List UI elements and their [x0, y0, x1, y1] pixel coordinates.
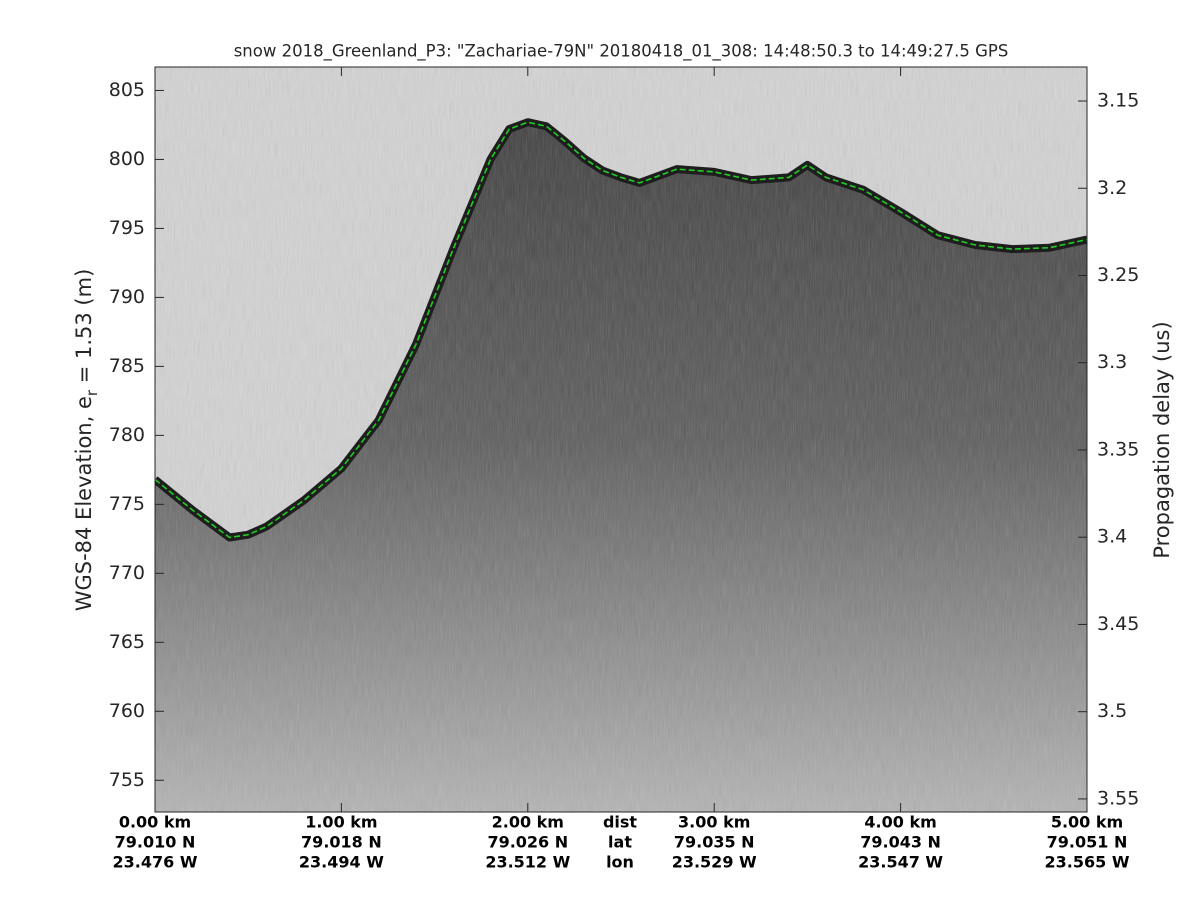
row-label: lon — [606, 853, 634, 872]
y-tick-label: 785 — [109, 355, 145, 377]
y-tick-label: 765 — [109, 631, 145, 653]
x-lon-label: 23.565 W — [1045, 853, 1130, 872]
x-lat-label: 79.035 N — [674, 833, 755, 852]
y-tick-label: 760 — [109, 700, 145, 722]
x-lat-label: 79.010 N — [115, 833, 196, 852]
x-lat-label: 79.018 N — [301, 833, 382, 852]
y2-tick-label: 3.4 — [1097, 526, 1127, 548]
y2-tick-label: 3.3 — [1097, 351, 1127, 373]
y-tick-label: 780 — [109, 424, 145, 446]
row-label: lat — [608, 833, 632, 852]
x-lat-label: 79.026 N — [487, 833, 568, 852]
x-tick-label: 2.00 km — [492, 813, 564, 832]
chart-title: snow 2018_Greenland_P3: "Zachariae-79N" … — [234, 42, 1009, 62]
x-lon-label: 23.529 W — [672, 853, 757, 872]
y2-tick-label: 3.15 — [1097, 90, 1139, 112]
y-tick-label: 790 — [109, 286, 145, 308]
x-tick-label: 1.00 km — [305, 813, 377, 832]
y-axis-label: WGS-84 Elevation, er = 1.53 (m) — [72, 269, 101, 612]
x-lon-label: 23.512 W — [485, 853, 570, 872]
plot-area — [155, 67, 1087, 812]
y2-tick-label: 3.55 — [1097, 787, 1139, 809]
y2-tick-label: 3.5 — [1097, 700, 1127, 722]
y-tick-label: 770 — [109, 562, 145, 584]
y-tick-label: 755 — [109, 769, 145, 791]
y-tick-label: 805 — [109, 79, 145, 101]
row-label: dist — [603, 813, 637, 832]
x-tick-label: 0.00 km — [119, 813, 191, 832]
y-tick-label: 775 — [109, 493, 145, 515]
y-tick-label: 795 — [109, 217, 145, 239]
y2-axis-label: Propagation delay (us) — [1150, 321, 1174, 558]
x-lon-label: 23.476 W — [113, 853, 198, 872]
x-tick-label: 3.00 km — [678, 813, 750, 832]
x-tick-label: 4.00 km — [864, 813, 936, 832]
surface-echo — [155, 118, 1087, 542]
x-lon-label: 23.547 W — [858, 853, 943, 872]
y2-tick-label: 3.35 — [1097, 438, 1139, 460]
y2-tick-label: 3.2 — [1097, 177, 1127, 199]
x-lat-label: 79.051 N — [1047, 833, 1128, 852]
x-lon-label: 23.494 W — [299, 853, 384, 872]
x-lat-label: 79.043 N — [860, 833, 941, 852]
y-tick-label: 800 — [109, 148, 145, 170]
x-tick-label: 5.00 km — [1051, 813, 1123, 832]
axes-box — [154, 66, 1088, 813]
echogram-grain — [155, 67, 1087, 812]
y-label-subscript: r — [83, 389, 101, 396]
y-label-part: = 1.53 (m) — [72, 269, 96, 390]
y2-tick-label: 3.25 — [1097, 264, 1139, 286]
y2-tick-label: 3.45 — [1097, 613, 1139, 635]
y-label-part: WGS-84 Elevation, e — [72, 396, 96, 611]
